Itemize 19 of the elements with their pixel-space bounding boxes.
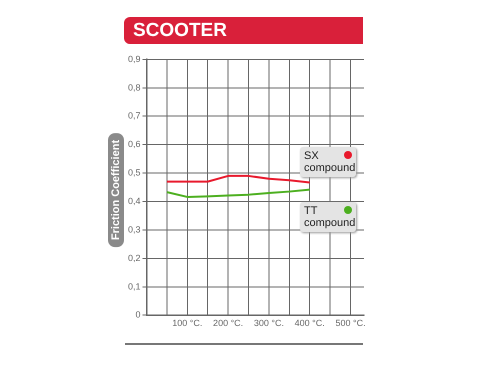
y-tick-label: 0 xyxy=(135,310,141,320)
y-tick-label: 0,4 xyxy=(128,196,141,206)
y-tick-label: 0,8 xyxy=(128,82,141,92)
y-tick-label: 0,7 xyxy=(128,110,141,121)
y-axis-title: Friction Coefficient xyxy=(108,132,124,248)
x-tick-label: 400 °C. xyxy=(294,318,325,328)
y-tick-label: 0,2 xyxy=(128,252,141,263)
y-tick-label: 0,5 xyxy=(128,168,141,178)
y-tick-label: 0,6 xyxy=(128,139,141,150)
x-tick-label: 200 °C. xyxy=(213,318,244,328)
legend-key: SX compound xyxy=(300,147,356,177)
x-tick-label: 100 °C. xyxy=(172,318,202,328)
x-tick-label: 300 °C. xyxy=(254,318,284,328)
x-tick-label: 500 °C. xyxy=(335,318,366,328)
y-tick-label: 0,3 xyxy=(128,224,141,234)
legend-key: TT compound xyxy=(300,202,356,232)
chart-title: SCOOTER xyxy=(124,17,363,44)
y-tick-label: 0,9 xyxy=(128,54,141,64)
y-tick-label: 0,1 xyxy=(128,281,141,292)
